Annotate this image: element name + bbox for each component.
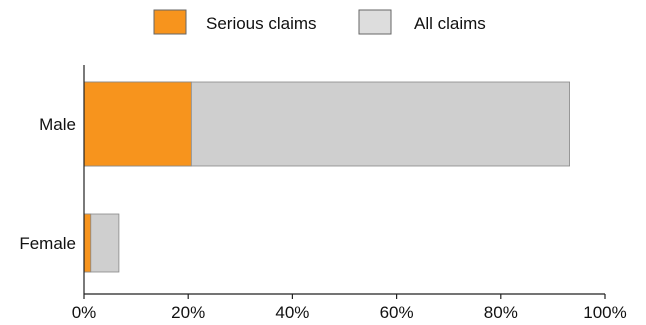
x-tick-label-40: 40% [275,303,309,322]
bar-serious-claims-male [83,81,192,167]
legend-swatch-all-claims [358,9,392,35]
y-tick-label-male: Male [39,115,76,134]
y-tick-label-female: Female [19,234,76,253]
x-tick-label-80: 80% [484,303,518,322]
x-tick-label-100: 100% [583,303,626,322]
x-tick-label-60: 60% [380,303,414,322]
legend-label-serious-claims: Serious claims [206,14,317,33]
legend-label-all-claims: All claims [414,14,486,33]
x-axis: 0% 20% 40% 60% 80% 100% [72,293,627,322]
legend-swatch-serious-claims [153,9,187,35]
x-tick-label-20: 20% [171,303,205,322]
legend: Serious claims All claims [153,9,486,35]
x-tick-label-0: 0% [72,303,97,322]
bars-group [83,81,570,273]
bar-serious-claims-female [83,213,92,273]
y-axis-labels: Male Female [19,115,76,253]
